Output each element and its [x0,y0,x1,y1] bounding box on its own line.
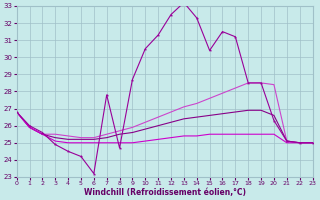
X-axis label: Windchill (Refroidissement éolien,°C): Windchill (Refroidissement éolien,°C) [84,188,245,197]
